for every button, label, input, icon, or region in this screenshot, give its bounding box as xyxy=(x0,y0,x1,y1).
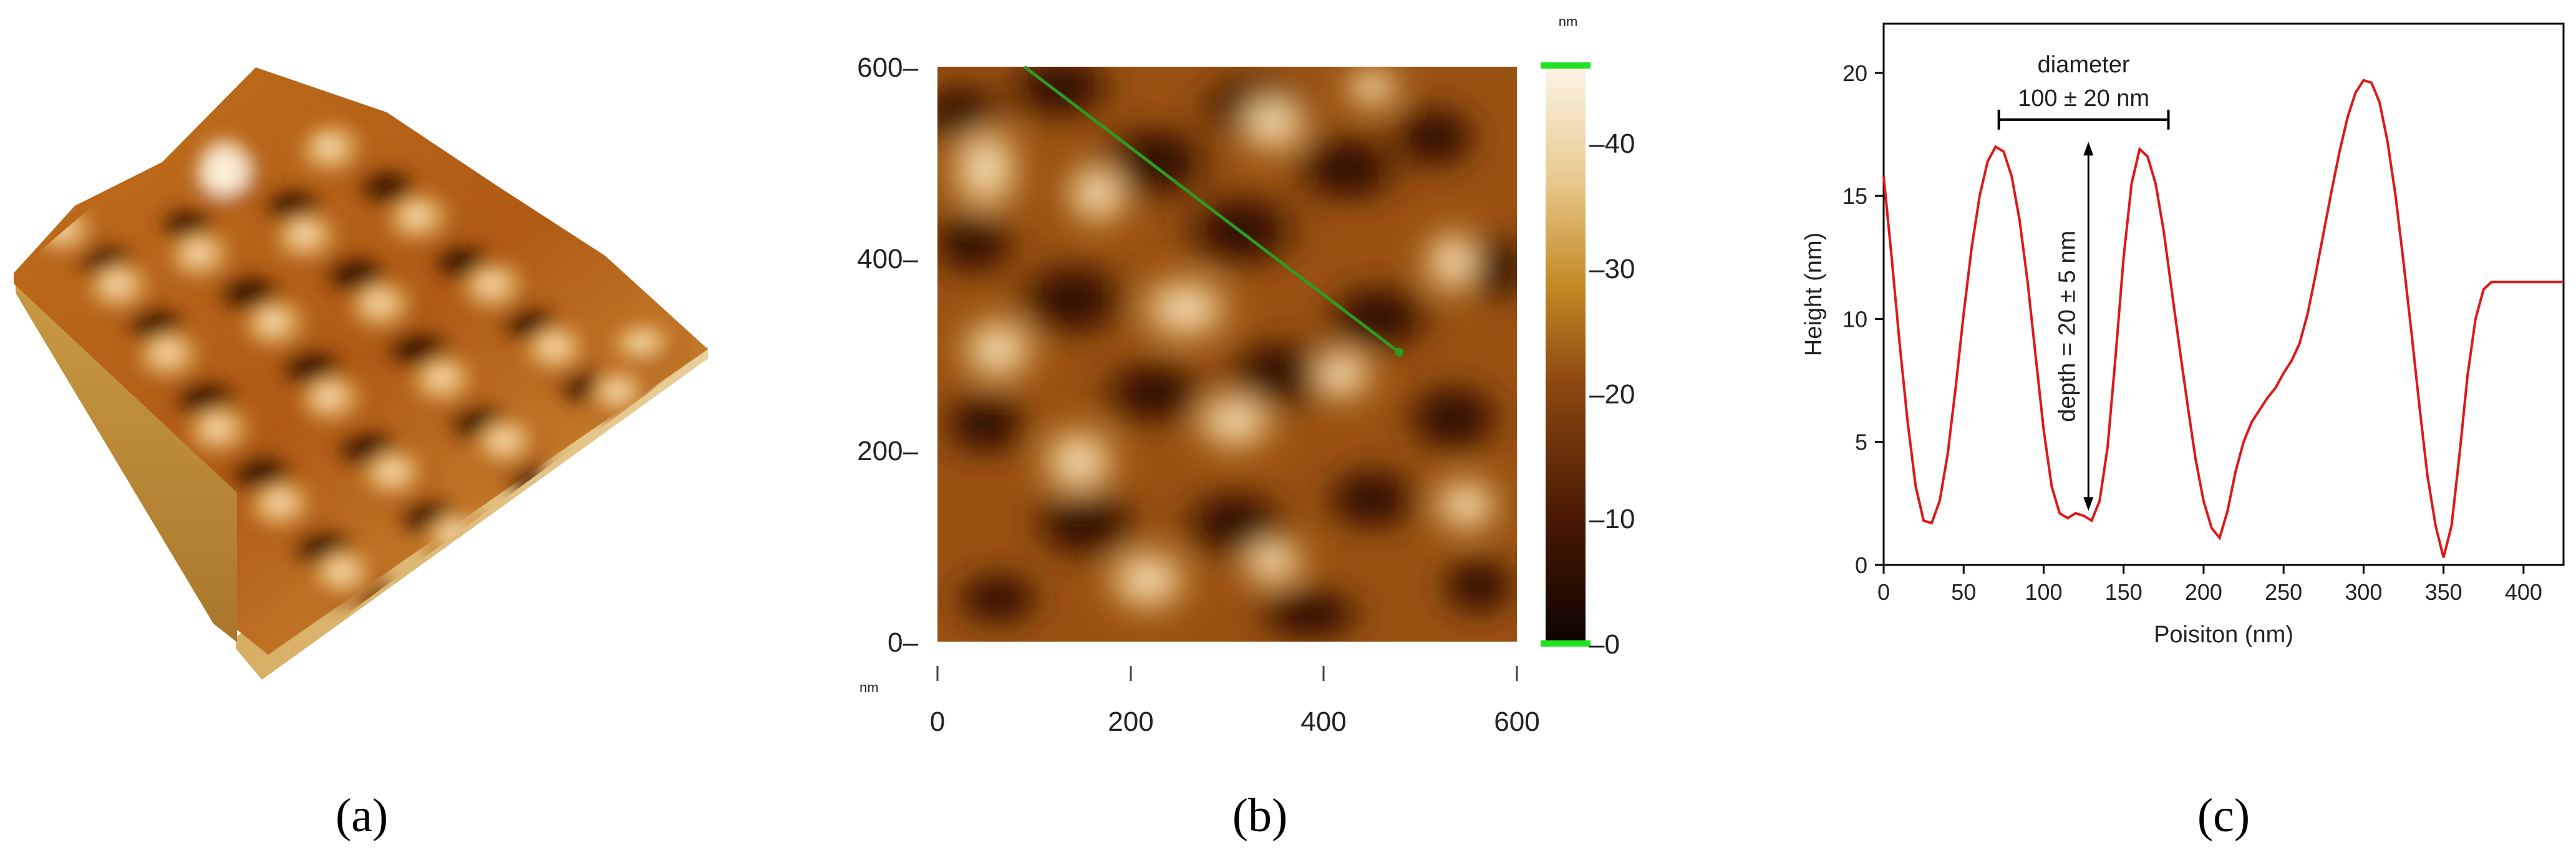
profile-x-tick-label: 150 xyxy=(2105,579,2143,605)
colorbar-bottom-marker xyxy=(1541,640,1591,647)
colorbar-tick-20: –20 xyxy=(1589,379,1635,410)
map-x-unit: nm xyxy=(859,680,879,695)
panel-label-b: (b) xyxy=(1232,789,1288,842)
afm-height-map: nm –0 –10 –20 –30 –40 0– 200– 400– 600– … xyxy=(857,14,1635,737)
map-y-tick-0: 0– xyxy=(888,627,918,658)
map-x-tick-400: 400 xyxy=(1300,706,1346,737)
colorbar-top-marker xyxy=(1541,62,1591,69)
diameter-value: 100 ± 20 nm xyxy=(2018,85,2149,112)
colorbar-unit: nm xyxy=(1559,14,1578,29)
colorbar-gradient xyxy=(1546,67,1586,642)
colorbar-tick-0: –0 xyxy=(1589,629,1620,660)
profile-x-tick-label: 200 xyxy=(2185,579,2222,605)
diameter-title: diameter xyxy=(2038,52,2130,78)
map-x-axis: nm 0 200 400 600 xyxy=(859,666,1540,737)
profile-x-tick-label: 350 xyxy=(2425,579,2462,605)
map-y-tick-400: 400– xyxy=(857,244,918,274)
colorbar-tick-30: –30 xyxy=(1589,254,1635,284)
profile-y-tick-label: 20 xyxy=(1842,60,1867,86)
map-y-tick-600: 600– xyxy=(857,52,918,83)
map-y-axis: 0– 200– 400– 600– xyxy=(857,52,918,658)
profile-y-tick-label: 10 xyxy=(1842,306,1867,332)
map-x-tick-0: 0 xyxy=(930,706,945,737)
profile-annotations: diameter 100 ± 20 nm depth = 20 ± 5 nm xyxy=(1997,52,2170,511)
profile-x-tick-label: 300 xyxy=(2345,579,2382,605)
colorbar-tick-40: –40 xyxy=(1589,128,1635,159)
depth-arrow-head-bottom xyxy=(2083,497,2094,511)
depth-arrow-head-top xyxy=(2083,142,2094,156)
map-x-tick-200: 200 xyxy=(1108,706,1153,737)
profile-x-tick-label: 400 xyxy=(2505,579,2542,605)
profile-x-tick-label: 0 xyxy=(1877,579,1890,605)
profile-x-tick-label: 100 xyxy=(2025,579,2062,605)
profile-series-line xyxy=(1882,79,2564,558)
profile-x-axis-title: Poisiton (nm) xyxy=(2154,622,2293,648)
profile-y-tick-label: 0 xyxy=(1855,552,1867,578)
height-profile-chart: 0 50 100 150 200 250 300 350 400 0 5 10 15 20 diamete… xyxy=(1801,22,2565,648)
profile-plot-frame xyxy=(1882,22,2565,566)
profile-x-tick-label: 50 xyxy=(1951,579,1976,605)
profile-y-tick-label: 5 xyxy=(1855,430,1867,455)
panel-label-c: (c) xyxy=(2197,789,2250,842)
scan-profile-line xyxy=(1023,65,1400,354)
colorbar-tick-10: –10 xyxy=(1589,504,1635,534)
colorbar: nm –0 –10 –20 –30 –40 xyxy=(1541,14,1635,660)
profile-x-tick-label: 250 xyxy=(2265,579,2302,605)
profile-y-axis-title: Height (nm) xyxy=(1801,233,1827,357)
profile-y-tick-label: 15 xyxy=(1842,183,1867,209)
map-y-tick-200: 200– xyxy=(857,436,918,466)
map-x-tick-600: 600 xyxy=(1494,706,1539,737)
afm-3d-surface-image xyxy=(14,67,708,680)
scan-profile-line-end xyxy=(1395,347,1404,357)
depth-label: depth = 20 ± 5 nm xyxy=(2054,231,2080,422)
panel-label-a: (a) xyxy=(336,789,388,842)
afm-height-map-image xyxy=(937,67,1517,642)
